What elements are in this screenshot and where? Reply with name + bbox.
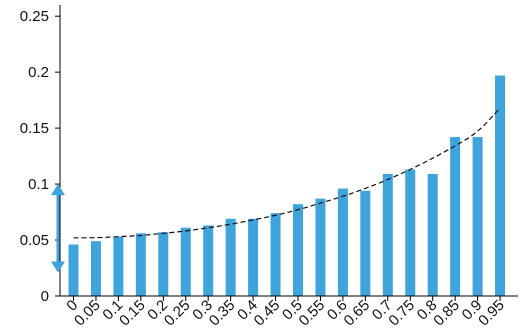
bar xyxy=(90,241,101,296)
arrow-head-down xyxy=(51,261,65,273)
x-tick-label: 0.65 xyxy=(341,297,374,330)
arrow-head-up xyxy=(51,184,65,196)
bar xyxy=(113,236,124,296)
bar xyxy=(68,244,79,296)
y-tick-label: 0.1 xyxy=(28,176,49,193)
y-tick-label: 0.05 xyxy=(20,232,49,249)
bar xyxy=(315,198,326,296)
bar xyxy=(405,169,416,296)
bar xyxy=(203,225,214,296)
x-tick-label: 0.95 xyxy=(475,297,508,330)
y-axis: 0 0.05 0.1 0.15 0.2 0.25 xyxy=(20,5,61,305)
bar xyxy=(270,213,281,296)
bar xyxy=(180,227,191,296)
bar xyxy=(293,204,303,296)
bar xyxy=(158,232,169,296)
bar xyxy=(337,188,348,296)
bar xyxy=(382,174,393,296)
x-tick-label: 0.05 xyxy=(71,297,104,330)
bar xyxy=(450,137,461,296)
bar xyxy=(360,190,371,296)
x-tick-label: 0.55 xyxy=(296,297,329,330)
trend-line xyxy=(73,107,501,239)
trend-line-path xyxy=(73,107,501,239)
bar xyxy=(472,137,483,296)
bar xyxy=(225,218,236,296)
x-axis: 00.050.10.150.20.250.30.350.40.450.50.55… xyxy=(60,295,518,330)
x-tick-label: 0.35 xyxy=(206,297,239,330)
bar xyxy=(248,218,259,296)
x-tick-label: 0.15 xyxy=(116,297,149,330)
y-tick-label: 0.15 xyxy=(20,120,49,137)
x-tick-label: 0.45 xyxy=(251,297,284,330)
y-tick-label: 0 xyxy=(41,288,49,305)
bar xyxy=(427,174,438,296)
range-annotation xyxy=(51,184,65,273)
bar xyxy=(135,233,146,296)
bar xyxy=(495,75,506,296)
x-tick-label: 0.25 xyxy=(161,297,194,330)
y-tick-label: 0.25 xyxy=(20,8,49,25)
bars xyxy=(68,75,506,296)
x-tick-label: 0.85 xyxy=(430,297,463,330)
y-tick-label: 0.2 xyxy=(28,64,49,81)
x-tick-label: 0.75 xyxy=(385,297,418,330)
